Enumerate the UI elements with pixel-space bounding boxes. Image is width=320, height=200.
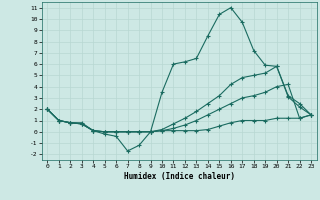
X-axis label: Humidex (Indice chaleur): Humidex (Indice chaleur) [124, 172, 235, 181]
